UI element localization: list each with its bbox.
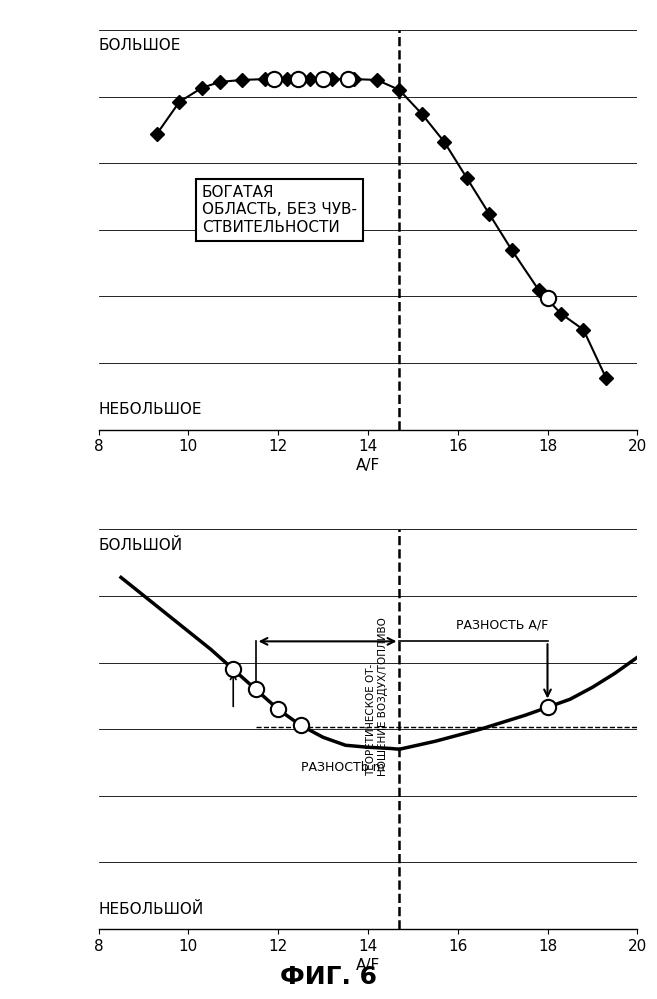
Text: НЕБОЛЬШОЕ: НЕБОЛЬШОЕ <box>99 402 202 418</box>
Text: БОЛЬШОЙ: БОЛЬШОЙ <box>99 537 183 553</box>
Text: БОГАТАЯ
ОБЛАСТЬ, БЕЗ ЧУВ-
СТВИТЕЛЬНОСТИ: БОГАТАЯ ОБЛАСТЬ, БЕЗ ЧУВ- СТВИТЕЛЬНОСТИ <box>202 185 357 235</box>
X-axis label: A/F: A/F <box>356 459 380 474</box>
Text: РАЗНОСТЬ A/F: РАЗНОСТЬ A/F <box>457 618 549 631</box>
Text: РАЗНОСТb m: РАЗНОСТb m <box>301 761 384 774</box>
X-axis label: A/F: A/F <box>356 958 380 973</box>
Text: БОЛЬШОЕ: БОЛЬШОЕ <box>99 38 181 54</box>
Text: НЕБОЛЬШОЙ: НЕБОЛЬШОЙ <box>99 901 204 917</box>
Text: ТЕОРЕТИЧЕСКОЕ ОТ-
НОШЕНИЕ ВОЗДУХ/ТОПЛИВО: ТЕОРЕТИЧЕСКОЕ ОТ- НОШЕНИЕ ВОЗДУХ/ТОПЛИВО <box>367 617 388 776</box>
Text: ФИГ. 6: ФИГ. 6 <box>280 965 377 989</box>
